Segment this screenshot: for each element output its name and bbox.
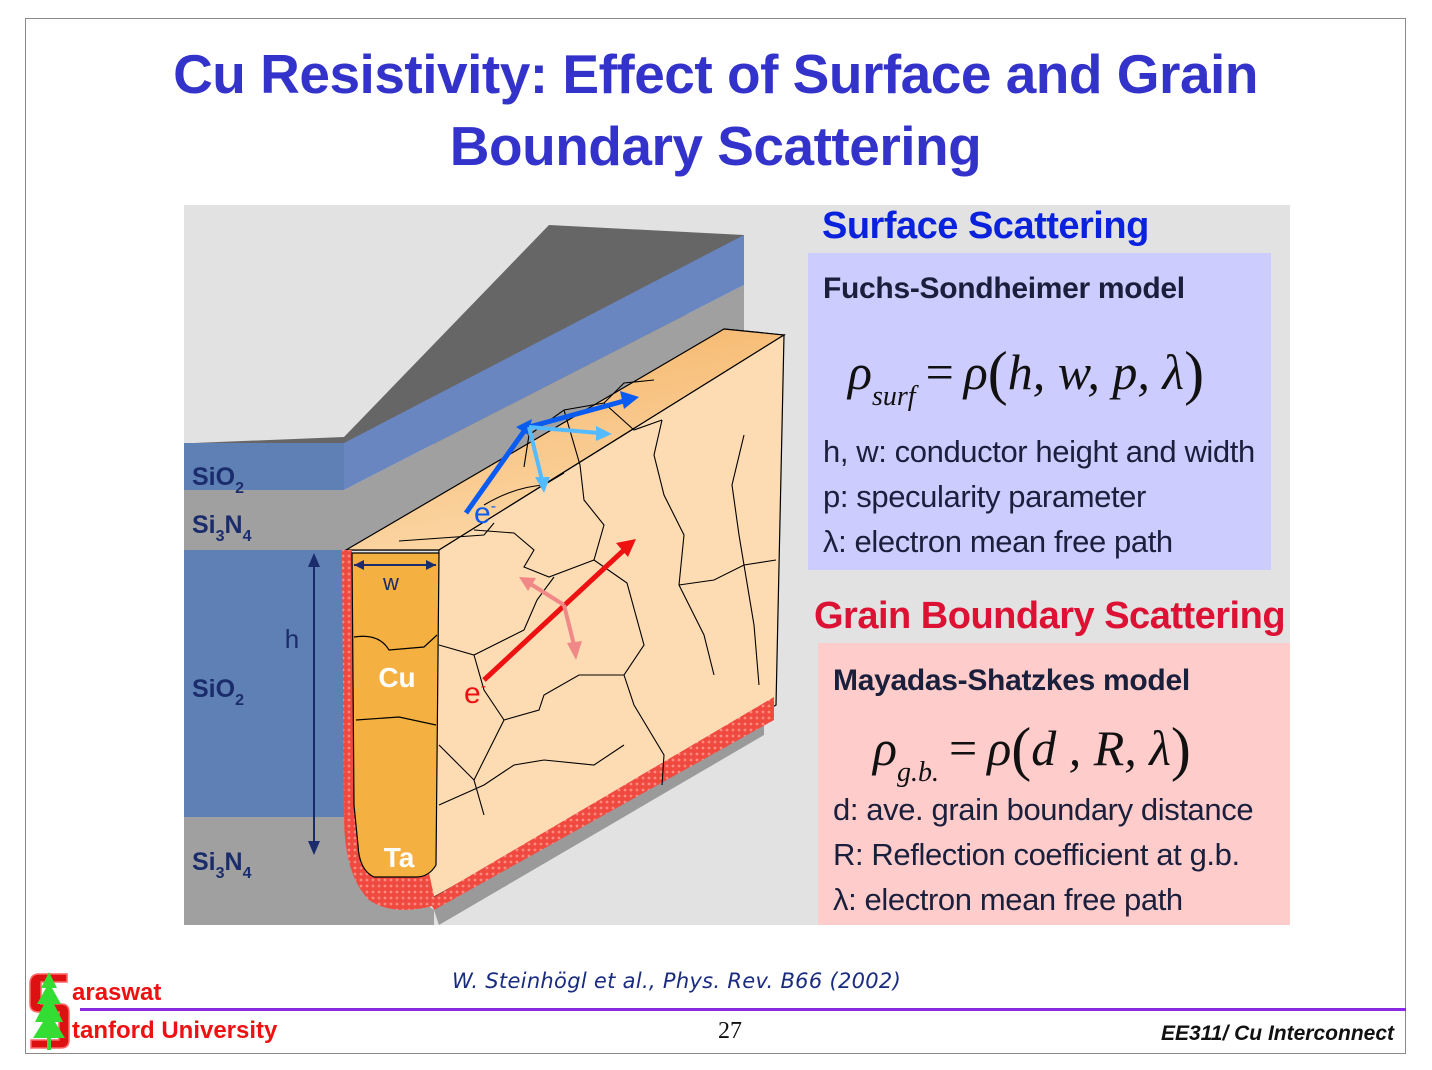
copper-label: Cu <box>378 662 415 693</box>
surface-definitions: h, w: conductor height and width p: spec… <box>823 429 1255 564</box>
grain-boundary-definitions: d: ave. grain boundary distance R: Refle… <box>833 787 1254 922</box>
definition-item: p: specularity parameter <box>823 479 1146 514</box>
title-line-1: Cu Resistivity: Effect of Surface and Gr… <box>173 43 1258 105</box>
slide-title: Cu Resistivity: Effect of Surface and Gr… <box>25 38 1406 182</box>
sio2-top-front <box>184 443 344 490</box>
sio2-top-label: SiO2 <box>192 463 244 497</box>
sio2-mid-label: SiO2 <box>192 675 244 709</box>
si3n4-top-label: Si3N4 <box>192 511 252 545</box>
brand-saraswat: araswat <box>72 979 162 1006</box>
course-label: EE311/ Cu Interconnect <box>1160 1022 1394 1045</box>
sio2-top-side <box>344 235 744 490</box>
grain-boundary-scattering-box: Mayadas-Shatzkes model ρg.b. = ρ(d , R, λ)… <box>818 643 1290 925</box>
title-line-2: Boundary Scattering <box>449 115 982 177</box>
grain-scattering-arrows <box>482 539 636 682</box>
height-label: h <box>285 624 299 654</box>
sio2-mid-front <box>184 550 344 817</box>
surface-resistivity-formula: ρsurf = ρ(h, w, p, λ) <box>848 340 1205 412</box>
definition-item: λ: electron mean free path <box>823 524 1173 559</box>
surface-electron-label: e- <box>474 497 496 530</box>
surface-scattering-heading: Surface Scattering <box>822 205 1149 247</box>
stanford-logo-icon <box>29 972 70 1050</box>
si3n4-top-front <box>184 490 344 550</box>
grain-electron-label: e- <box>464 677 486 710</box>
grain-boundary-resistivity-formula: ρg.b. = ρ(d , R, λ) <box>873 716 1191 788</box>
definition-item: R: Reflection coefficient at g.b. <box>833 837 1240 872</box>
definition-item: h, w: conductor height and width <box>823 434 1255 469</box>
fuchs-sondheimer-model-label: Fuchs-Sondheimer model <box>823 272 1185 305</box>
copper-cross-section <box>351 552 440 878</box>
surface-scattering-arrows <box>463 391 639 515</box>
surface-scattering-box: Fuchs-Sondheimer model ρsurf = ρ(h, w, p, … <box>808 253 1271 570</box>
mayadas-shatzkes-model-label: Mayadas-Shatzkes model <box>833 664 1190 697</box>
si3n4-bot-label: Si3N4 <box>192 848 252 882</box>
grain-boundary-scattering-heading: Grain Boundary Scattering <box>814 595 1286 637</box>
tantalum-liner-side <box>429 697 774 910</box>
brand-stanford-university: tanford University <box>72 1017 278 1044</box>
footer-divider <box>80 1008 1406 1011</box>
si3n4-top-side <box>344 285 744 550</box>
slide-frame <box>25 18 1406 1054</box>
interconnect-cross-section-diagram: w h SiO2 Si3N4 SiO2 Si3N4 Cu Ta <box>184 225 786 925</box>
figure-panel: w h SiO2 Si3N4 SiO2 Si3N4 Cu Ta <box>184 205 1290 925</box>
citation: W. Steinhögl et al., Phys. Rev. B66 (200… <box>452 969 902 993</box>
definition-item: λ: electron mean free path <box>833 882 1183 917</box>
width-label: w <box>382 570 399 595</box>
page-number: 27 <box>718 1018 742 1044</box>
definition-item: d: ave. grain boundary distance <box>833 792 1254 827</box>
tantalum-label: Ta <box>384 842 415 873</box>
